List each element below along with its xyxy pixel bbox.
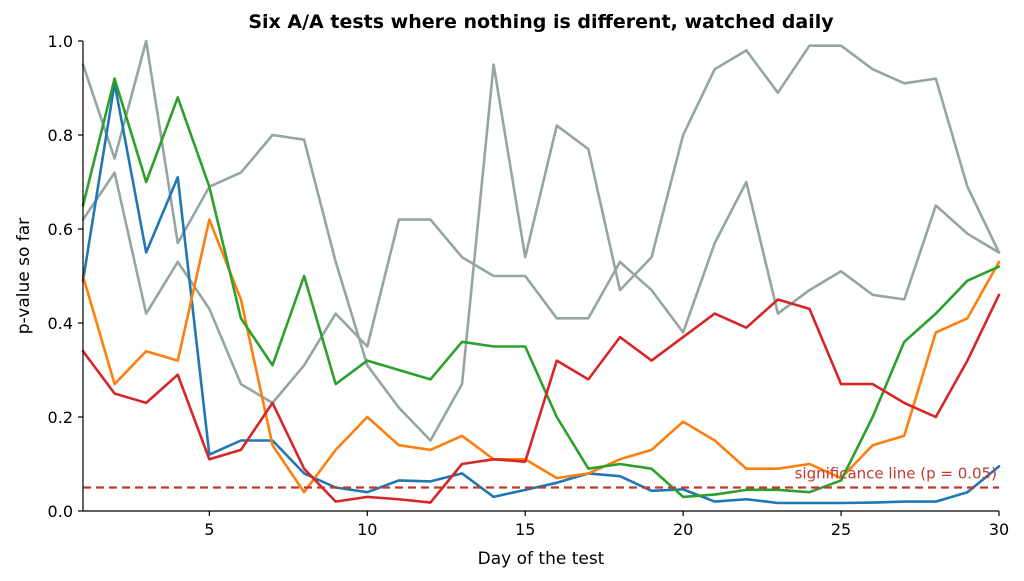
chart-title: Six A/A tests where nothing is different… bbox=[248, 11, 834, 33]
x-tick-label: 5 bbox=[204, 520, 214, 539]
series-line-5 bbox=[81, 77, 1001, 499]
y-tick-label: 0.4 bbox=[48, 314, 73, 333]
y-tick-label: 0.6 bbox=[48, 220, 73, 239]
axes: 5 10 15 20 25 30 0.0 0.2 0.4 0.6 0.8 1.0 bbox=[48, 32, 1010, 539]
y-tick-label: 1.0 bbox=[48, 32, 73, 51]
series-line-2 bbox=[81, 171, 1001, 405]
series-line-6 bbox=[81, 293, 1001, 504]
x-tick-label: 25 bbox=[831, 520, 851, 539]
x-tick-label: 15 bbox=[515, 520, 535, 539]
y-tick-label: 0.8 bbox=[48, 126, 73, 145]
plot-area: significance line (p = 0.05) bbox=[81, 39, 1001, 505]
series-line-3 bbox=[81, 82, 1001, 505]
series-line-4 bbox=[81, 218, 1001, 494]
significance-line-label: significance line (p = 0.05) bbox=[795, 465, 997, 483]
y-tick-label: 0.2 bbox=[48, 408, 73, 427]
x-tick-label: 20 bbox=[673, 520, 693, 539]
y-axis-label: p-value so far bbox=[14, 218, 34, 334]
y-tick-label: 0.0 bbox=[48, 502, 73, 521]
x-tick-label: 10 bbox=[357, 520, 377, 539]
series-line-1 bbox=[81, 39, 1001, 442]
x-axis-label: Day of the test bbox=[478, 549, 605, 569]
x-tick-label: 30 bbox=[989, 520, 1009, 539]
